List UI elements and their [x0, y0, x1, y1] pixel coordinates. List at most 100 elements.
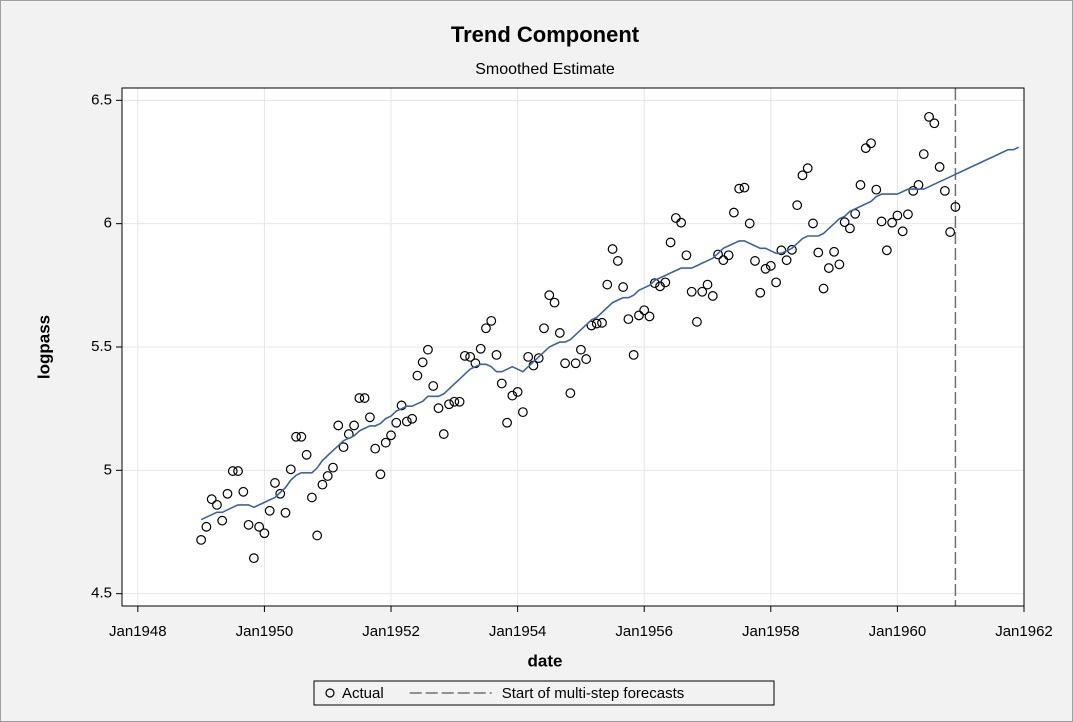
data-point: [591, 318, 602, 329]
legend-marker: [325, 688, 335, 698]
legend-label: Actual: [342, 685, 384, 702]
data-point: [375, 469, 386, 480]
data-point: [544, 290, 555, 301]
data-point: [227, 466, 238, 476]
data-point: [644, 311, 655, 322]
x-tick-label: Jan1950: [236, 623, 294, 640]
data-point: [802, 163, 813, 174]
data-point: [639, 305, 650, 316]
data-point: [322, 471, 333, 481]
data-point: [217, 515, 228, 526]
data-point: [713, 249, 723, 260]
data-point: [834, 259, 845, 270]
legend-label: Start of multi-step forecasts: [502, 685, 685, 702]
data-point: [750, 256, 760, 266]
data-point: [423, 344, 433, 355]
y-tick-label: 6: [104, 215, 112, 232]
data-point: [248, 553, 259, 564]
x-tick-label: Jan1956: [615, 623, 673, 640]
data-point: [359, 393, 370, 403]
data-point: [428, 381, 439, 391]
data-point: [417, 357, 428, 368]
x-tick-label: Jan1962: [995, 623, 1053, 640]
data-point: [744, 218, 755, 229]
chart-subtitle: Smoothed Estimate: [475, 61, 615, 78]
data-point: [201, 521, 212, 532]
data-point: [481, 323, 491, 334]
data-point: [760, 263, 771, 274]
y-axis-label: logpass: [34, 315, 53, 379]
data-point: [887, 217, 898, 228]
data-point: [718, 255, 729, 266]
trend-line: [200, 146, 1020, 521]
data-point: [296, 431, 307, 442]
data-point: [517, 407, 528, 418]
data-point: [829, 246, 840, 257]
data-point: [275, 488, 286, 499]
data-point: [391, 417, 402, 428]
data-point: [845, 223, 855, 234]
data-point: [881, 245, 892, 256]
data-point: [301, 449, 312, 460]
data-point: [876, 216, 887, 227]
data-point: [618, 282, 629, 292]
data-point: [438, 429, 449, 439]
data-point: [254, 521, 265, 532]
data-point: [707, 291, 718, 301]
data-point: [407, 413, 418, 424]
data-point: [312, 530, 323, 541]
data-point: [723, 250, 734, 261]
x-tick-label: Jan1960: [869, 623, 927, 640]
data-point: [918, 149, 929, 160]
data-point: [908, 185, 919, 196]
data-point: [285, 464, 296, 475]
data-point: [903, 209, 913, 220]
x-tick-label: Jan1958: [742, 623, 800, 640]
data-point: [755, 287, 766, 298]
data-point: [697, 286, 708, 297]
data-point: [797, 170, 808, 181]
data-point: [380, 437, 391, 448]
data-point: [470, 358, 481, 369]
data-point: [871, 184, 882, 195]
data-point: [739, 182, 750, 193]
data-point: [502, 417, 512, 428]
data-point: [676, 217, 687, 228]
data-point: [328, 462, 338, 473]
y-tick-label: 4.5: [91, 585, 112, 602]
data-point: [386, 430, 396, 441]
data-point: [491, 349, 502, 360]
data-point: [539, 323, 549, 334]
data-point: [776, 245, 787, 256]
data-point: [233, 466, 243, 476]
data-point: [554, 328, 565, 338]
legend-box: [313, 680, 775, 706]
data-point: [259, 528, 270, 539]
data-point: [934, 162, 945, 172]
data-point: [686, 286, 697, 297]
data-point: [496, 378, 507, 389]
data-point: [649, 278, 660, 289]
data-point: [486, 315, 497, 326]
data-point: [401, 416, 412, 427]
data-point: [839, 217, 850, 228]
data-point: [206, 494, 217, 505]
data-point: [465, 351, 476, 362]
data-point: [924, 111, 934, 122]
data-point: [365, 412, 375, 423]
data-point: [333, 420, 344, 431]
data-point: [602, 279, 613, 290]
data-point: [238, 486, 249, 497]
data-point: [813, 247, 824, 258]
y-tick-label: 6.5: [91, 91, 112, 108]
x-tick-label: Jan1952: [362, 623, 420, 640]
data-point: [459, 350, 470, 361]
data-point: [454, 396, 465, 407]
data-point: [354, 393, 365, 403]
data-point: [855, 180, 866, 190]
x-tick-label: Jan1948: [109, 623, 167, 640]
data-point: [523, 351, 534, 362]
data-point: [412, 370, 423, 381]
data-point: [449, 396, 460, 407]
